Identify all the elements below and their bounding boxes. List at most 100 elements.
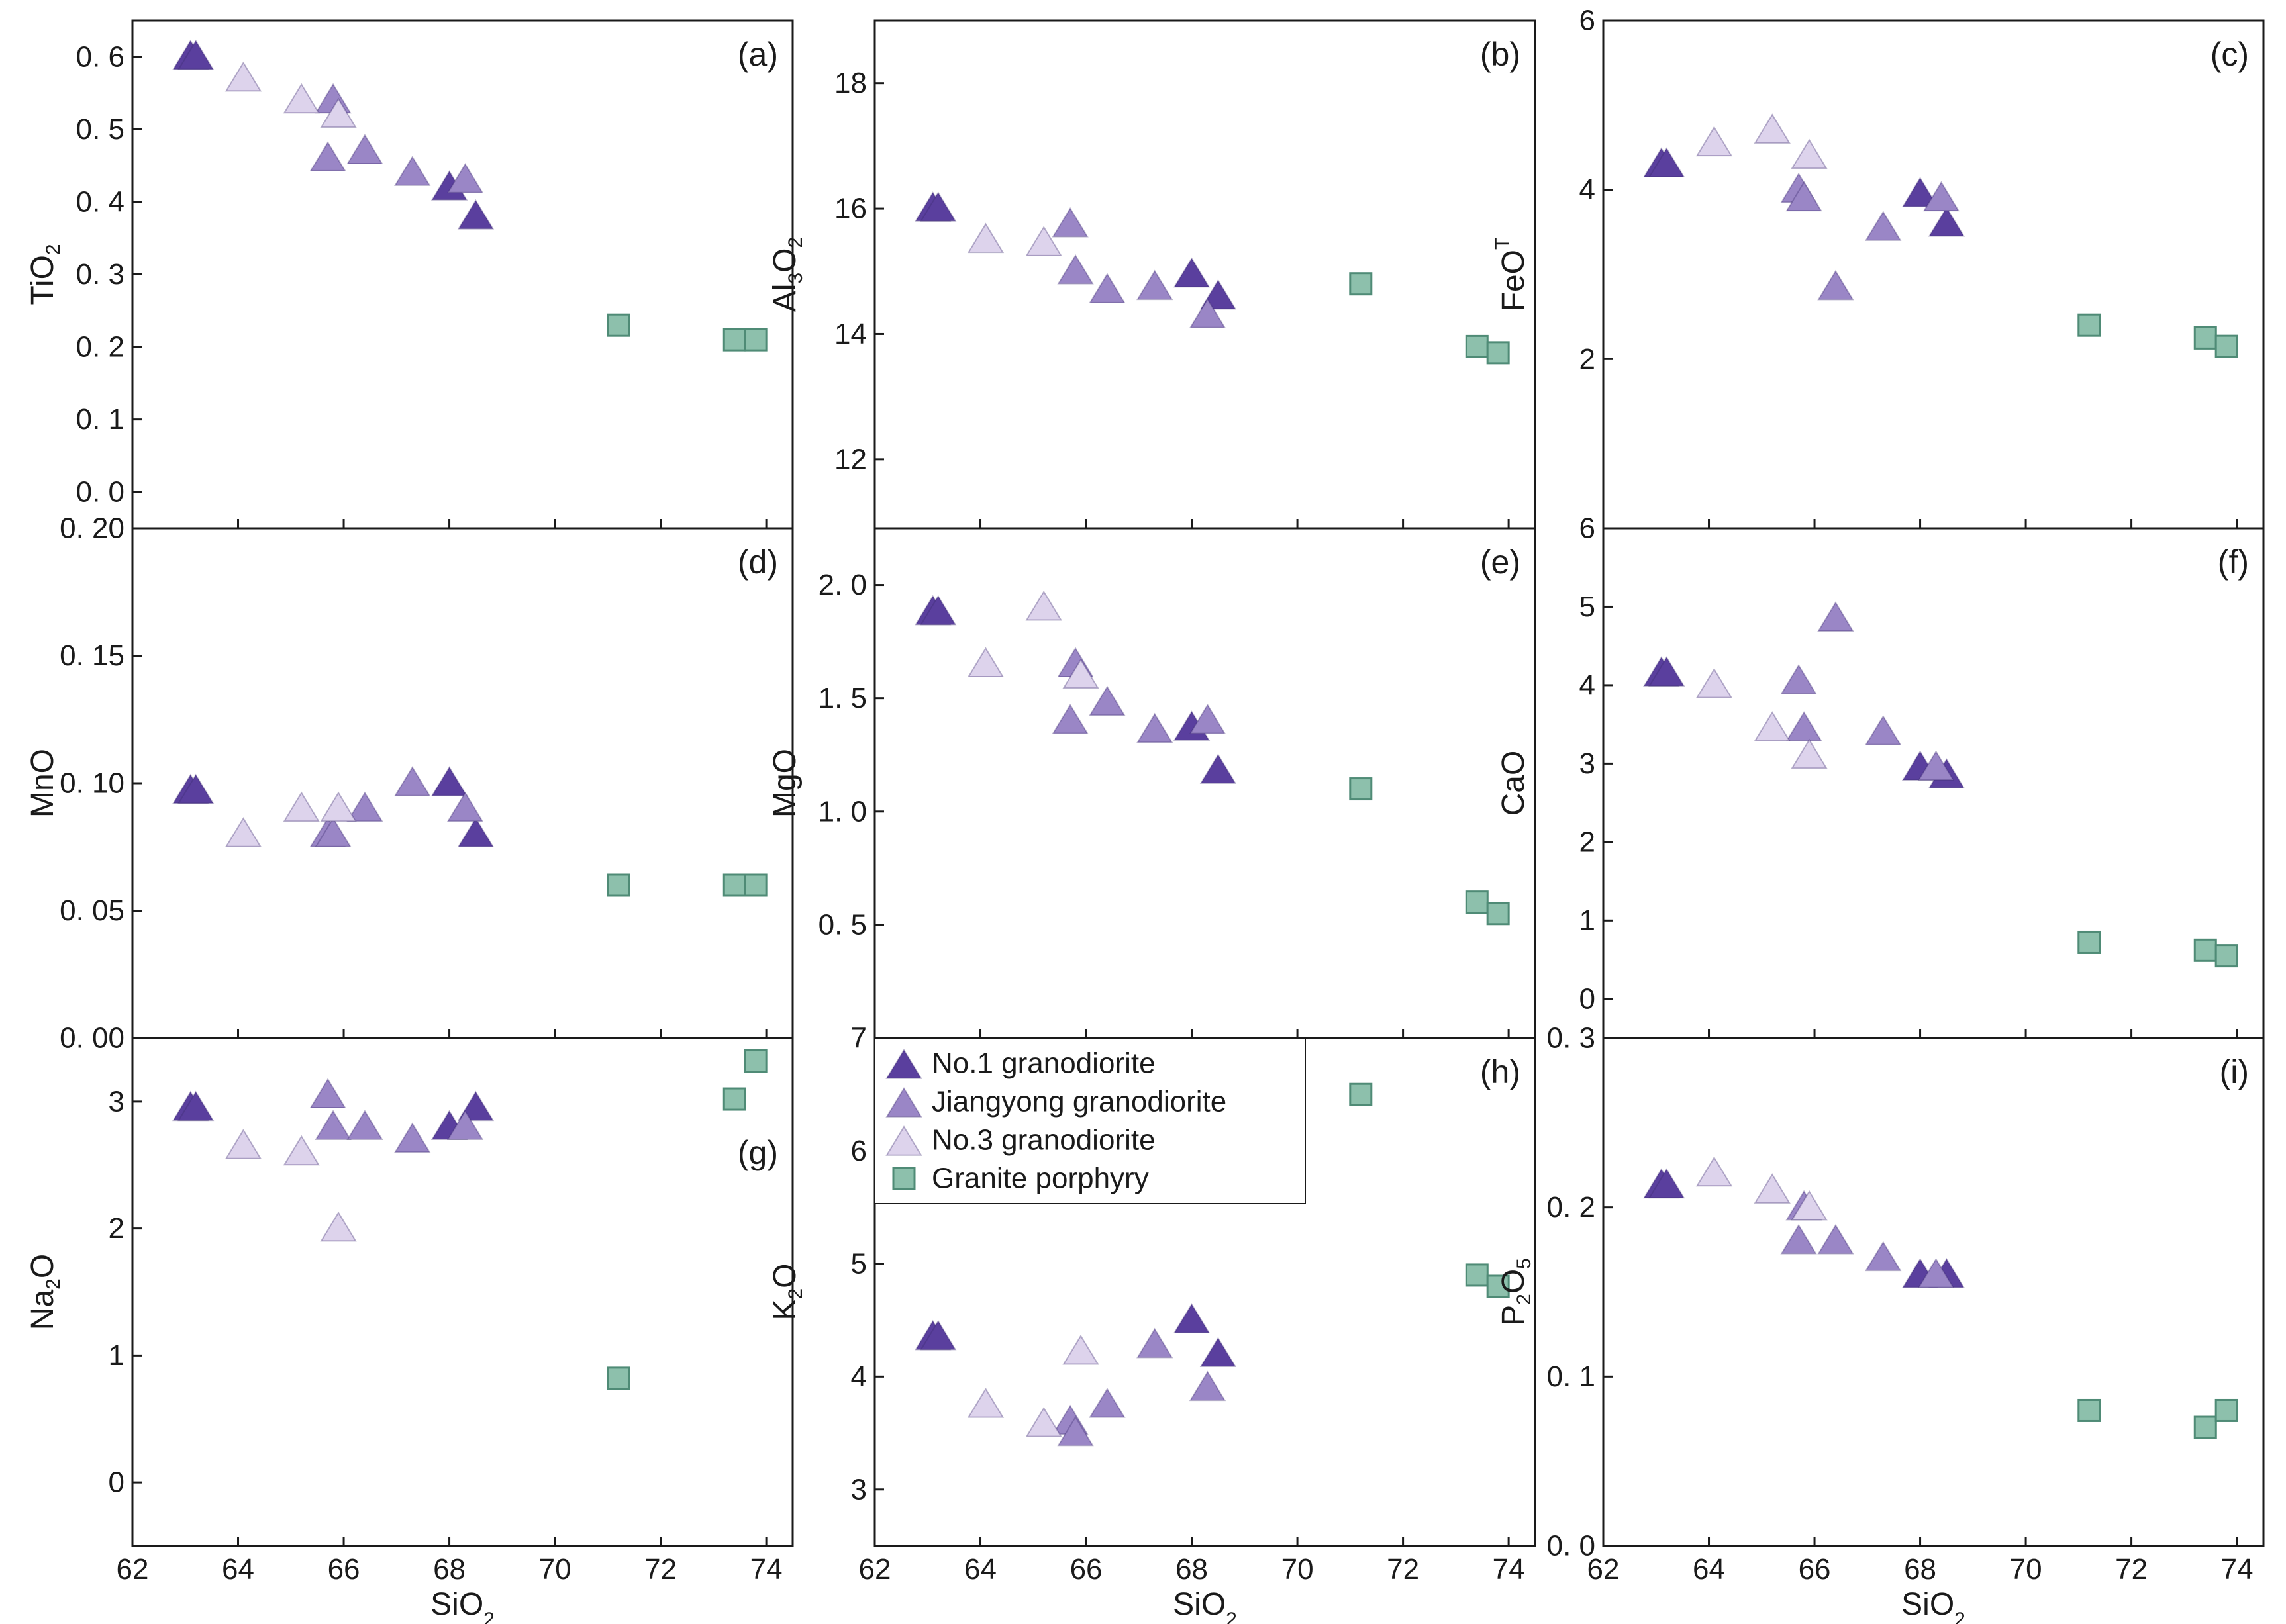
data-point bbox=[1466, 892, 1487, 913]
legend-label: Jiangyong granodiorite bbox=[932, 1086, 1226, 1118]
y-tick-label: 6 bbox=[851, 1135, 867, 1167]
y-axis-label: CaO bbox=[1496, 751, 1531, 816]
y-tick-label: 16 bbox=[834, 193, 867, 225]
y-axis-label: Na2O bbox=[25, 1254, 65, 1330]
data-point bbox=[2079, 931, 2100, 953]
y-tick-label: 0. 05 bbox=[60, 894, 124, 927]
legend-item-granite-porphyry: Granite porphyry bbox=[893, 1163, 1149, 1195]
y-tick-label: 4 bbox=[851, 1361, 867, 1393]
y-tick-label: 6 bbox=[1579, 512, 1595, 545]
x-tick-label: 68 bbox=[1904, 1553, 1936, 1586]
data-point bbox=[724, 329, 745, 350]
data-point bbox=[1487, 903, 1509, 924]
x-tick-label: 72 bbox=[2115, 1553, 2148, 1586]
y-tick-label: 0. 3 bbox=[1547, 1022, 1595, 1055]
y-tick-label: 5 bbox=[851, 1247, 867, 1280]
data-point bbox=[724, 1088, 745, 1110]
x-tick-label: 72 bbox=[1387, 1553, 1419, 1586]
data-point bbox=[745, 875, 766, 896]
harker-diagram-figure: 0. 00. 10. 20. 30. 40. 50. 6TiO2(a)12141… bbox=[0, 0, 2286, 1624]
legend: No.1 granodiorite Jiangyong granodiorite N… bbox=[875, 1038, 1305, 1204]
y-tick-label: 1. 5 bbox=[819, 682, 867, 714]
data-point bbox=[745, 329, 766, 350]
y-tick-label: 4 bbox=[1579, 669, 1595, 701]
panel-label: (d) bbox=[738, 544, 778, 581]
data-point bbox=[2079, 1400, 2100, 1421]
data-point bbox=[2216, 336, 2237, 357]
panel-label: (e) bbox=[1480, 544, 1520, 581]
x-tick-label: 64 bbox=[1693, 1553, 1725, 1586]
y-tick-label: 0. 0 bbox=[76, 476, 124, 508]
panel-label: (h) bbox=[1480, 1053, 1520, 1090]
y-tick-label: 0. 4 bbox=[76, 185, 124, 218]
y-tick-label: 0 bbox=[1579, 982, 1595, 1015]
data-point bbox=[724, 875, 745, 896]
panel-label: (f) bbox=[2218, 544, 2249, 581]
y-tick-label: 7 bbox=[851, 1022, 867, 1055]
y-tick-label: 5 bbox=[1579, 591, 1595, 623]
y-tick-label: 0. 3 bbox=[76, 258, 124, 291]
y-tick-label: 4 bbox=[1579, 173, 1595, 206]
data-point bbox=[608, 875, 629, 896]
x-tick-label: 68 bbox=[433, 1553, 466, 1586]
y-tick-label: 2 bbox=[109, 1212, 124, 1245]
y-tick-label: 6 bbox=[1579, 5, 1595, 37]
y-tick-label: 0. 00 bbox=[60, 1022, 124, 1055]
panel-label: (a) bbox=[738, 36, 778, 73]
data-point bbox=[2079, 314, 2100, 336]
data-point bbox=[1466, 1265, 1487, 1286]
y-tick-label: 12 bbox=[834, 443, 867, 475]
x-tick-label: 62 bbox=[1587, 1553, 1620, 1586]
data-point bbox=[2216, 1400, 2237, 1421]
x-tick-label: 70 bbox=[1281, 1553, 1314, 1586]
x-tick-label: 62 bbox=[117, 1553, 149, 1586]
y-tick-label: 1. 0 bbox=[819, 795, 867, 828]
x-tick-label: 66 bbox=[1070, 1553, 1103, 1586]
legend-square-icon bbox=[893, 1168, 915, 1189]
data-point bbox=[2195, 939, 2216, 961]
panel-label: (b) bbox=[1480, 36, 1520, 73]
legend-item-jiangyong-granodiorite: Jiangyong granodiorite bbox=[887, 1086, 1226, 1118]
x-tick-label: 70 bbox=[539, 1553, 572, 1586]
data-point bbox=[2216, 945, 2237, 967]
data-point bbox=[2195, 327, 2216, 348]
x-tick-label: 72 bbox=[644, 1553, 677, 1586]
legend-label: No.3 granodiorite bbox=[932, 1124, 1156, 1157]
y-tick-label: 0. 15 bbox=[60, 640, 124, 672]
x-tick-label: 74 bbox=[2221, 1553, 2254, 1586]
y-tick-label: 1 bbox=[109, 1339, 124, 1372]
x-tick-label: 70 bbox=[2010, 1553, 2042, 1586]
x-tick-label: 74 bbox=[1493, 1553, 1525, 1586]
x-tick-label: 64 bbox=[222, 1553, 254, 1586]
y-tick-label: 0. 20 bbox=[60, 512, 124, 545]
data-point bbox=[2195, 1417, 2216, 1438]
y-tick-label: 0. 10 bbox=[60, 767, 124, 800]
data-point bbox=[745, 1051, 766, 1072]
panel-label: (g) bbox=[738, 1134, 778, 1171]
y-tick-label: 3 bbox=[1579, 747, 1595, 780]
data-point bbox=[608, 1368, 629, 1389]
x-tick-label: 66 bbox=[1799, 1553, 1831, 1586]
data-point bbox=[1350, 779, 1371, 800]
y-tick-label: 0. 1 bbox=[1547, 1361, 1595, 1393]
y-tick-label: 2 bbox=[1579, 343, 1595, 375]
y-tick-label: 1 bbox=[1579, 904, 1595, 937]
y-axis-label: MnO bbox=[25, 749, 60, 818]
y-tick-label: 18 bbox=[834, 67, 867, 99]
y-tick-label: 0. 6 bbox=[76, 40, 124, 73]
data-point bbox=[608, 314, 629, 336]
legend-label: No.1 granodiorite bbox=[932, 1047, 1156, 1080]
y-tick-label: 0. 2 bbox=[76, 331, 124, 363]
y-tick-label: 2. 0 bbox=[819, 569, 867, 601]
y-tick-label: 0. 1 bbox=[76, 403, 124, 436]
x-tick-label: 66 bbox=[328, 1553, 360, 1586]
legend-label: Granite porphyry bbox=[932, 1163, 1149, 1195]
panel-label: (i) bbox=[2220, 1053, 2249, 1090]
y-tick-label: 0 bbox=[109, 1466, 124, 1499]
data-point bbox=[1466, 336, 1487, 357]
data-point bbox=[1350, 273, 1371, 295]
y-tick-label: 0. 2 bbox=[1547, 1191, 1595, 1223]
x-tick-label: 62 bbox=[859, 1553, 891, 1586]
y-tick-label: 14 bbox=[834, 318, 867, 350]
y-axis-label: MgO bbox=[768, 749, 803, 818]
